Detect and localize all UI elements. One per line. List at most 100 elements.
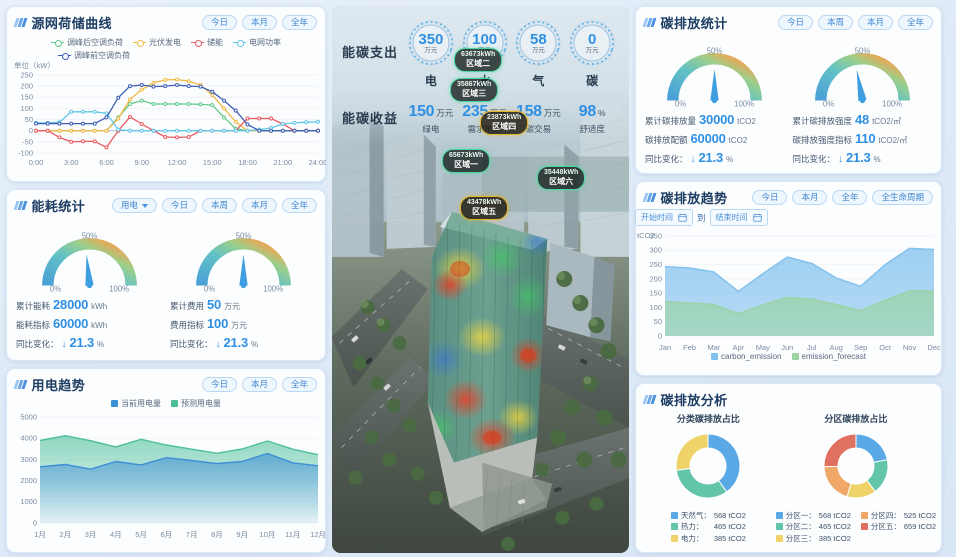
legend-swatch (171, 400, 178, 407)
carbon-by-category-donut[interactable] (660, 426, 756, 510)
range-button-week[interactable]: 本周 (817, 14, 853, 31)
svg-text:0:00: 0:00 (29, 158, 44, 167)
range-button-month[interactable]: 本月 (792, 189, 828, 206)
panel-title: 能耗统计 (31, 199, 86, 214)
donut-by-zone: 分区碳排放占比 分区一： 568 tCO2 分区二： 465 tCO2 分区三： 385 … (775, 411, 936, 544)
stat-label: 同比变化： (16, 338, 59, 349)
legend-item[interactable]: 分区五： 659 tCO2 (860, 521, 936, 532)
donut-slice[interactable] (855, 433, 888, 464)
legend-item[interactable]: 分区四： 525 tCO2 (860, 510, 936, 521)
legend-label: emission_forecast (801, 352, 866, 361)
range-button-month[interactable]: 本月 (241, 376, 277, 393)
legend-item[interactable]: 储能 (191, 37, 223, 48)
range-button-month[interactable]: 本月 (857, 14, 893, 31)
gauge-stat-row: 同比变化： ↓ 21.3% (645, 149, 785, 168)
region-tag[interactable]: 63673kWh 区域二 (454, 48, 503, 73)
metric-item: 0 万元碳 (565, 18, 619, 89)
metric-unit: 万元 (543, 108, 561, 118)
panel-title: 用电趋势 (31, 378, 86, 393)
range-button-year[interactable]: 全年 (897, 14, 933, 31)
range-button-today[interactable]: 今日 (201, 14, 237, 31)
end-date-placeholder: 结束时间 (715, 213, 748, 222)
region-tag[interactable]: 65673kWh 区域一 (442, 149, 491, 174)
range-button-month[interactable]: 本月 (241, 14, 277, 31)
legend-item[interactable]: 天然气： 568 tCO2 (670, 510, 746, 521)
start-date-input[interactable]: 开始时间 (635, 209, 693, 226)
range-button-today[interactable]: 今日 (201, 376, 237, 393)
range-button-month[interactable]: 本月 (241, 197, 277, 214)
region-tag[interactable]: 35867kWh 区域三 (450, 78, 499, 103)
legend-value: 568 tCO2 (713, 511, 746, 520)
legend-swatch (791, 353, 799, 360)
stat-label: 累计费用 (170, 301, 205, 311)
building-3d-view[interactable]: 能碳支出 350万元电100万元水58万元气0万元碳 能碳收益 150万元绿电2… (332, 6, 629, 553)
gauge-dial: 0% 100% 50% (667, 47, 763, 109)
region-tag[interactable]: 43478kWh 区域五 (460, 196, 509, 221)
legend-item[interactable]: 当前用电量 (111, 398, 161, 409)
end-date-input[interactable]: 结束时间 (709, 209, 768, 226)
metric-ring: 58 万元 (513, 18, 563, 68)
legend-item[interactable]: 分区三： 385 tCO2 (775, 533, 851, 544)
metric-item: 58 万元气 (512, 18, 566, 89)
svg-text:12月: 12月 (310, 530, 326, 539)
ring-icon (515, 20, 561, 66)
stat-value: 50 (207, 297, 222, 312)
svg-text:100%: 100% (734, 100, 754, 109)
donut-slice[interactable] (823, 433, 857, 468)
legend-item[interactable]: 调峰前空调负荷 (58, 50, 130, 61)
region-tag[interactable]: 23873kWh 区域四 (480, 111, 529, 136)
legend-item[interactable]: emission_forecast (791, 352, 866, 361)
donut-slice[interactable] (707, 433, 741, 493)
legend-item[interactable]: 预测用电量 (171, 398, 221, 409)
chart-legend: carbon_emission emission_forecast (635, 352, 942, 361)
svg-text:6:00: 6:00 (99, 158, 114, 167)
region-tag[interactable]: 35448kWh 区域六 (537, 166, 586, 191)
legend-item[interactable]: 调峰后空调负荷 (51, 37, 123, 48)
svg-text:-50: -50 (22, 137, 33, 146)
svg-text:5月: 5月 (135, 530, 147, 539)
stat-label: 累计能耗 (16, 301, 51, 311)
legend-item[interactable]: 热力： 465 tCO2 (670, 521, 746, 532)
svg-text:12:00: 12:00 (168, 158, 187, 167)
svg-text:50%: 50% (707, 47, 723, 56)
donut-slice[interactable] (823, 465, 852, 498)
legend-label: 调峰后空调负荷 (67, 38, 123, 47)
legend-item[interactable]: 分区二： 465 tCO2 (775, 521, 851, 532)
range-button-week[interactable]: 本周 (201, 197, 237, 214)
legend-value: 465 tCO2 (818, 522, 851, 532)
svg-text:0: 0 (33, 518, 37, 527)
legend-item[interactable]: 光伏发电 (133, 37, 181, 48)
legend-item[interactable]: 分区一： 568 tCO2 (775, 510, 851, 521)
energy-type-dropdown[interactable]: 用电 (111, 197, 157, 214)
range-button-today[interactable]: 今日 (161, 197, 197, 214)
range-button-lifecycle[interactable]: 全生命周期 (872, 189, 933, 206)
legend-value: 568 tCO2 (818, 511, 851, 520)
range-button-year[interactable]: 全年 (832, 189, 868, 206)
svg-text:200: 200 (649, 274, 662, 283)
gauge-stats: 累计能耗 28000 kWh 能耗指标 60000 kWh 同比变化： ↓ 21.3% (12, 296, 166, 353)
panel-title: 碳排放统计 (660, 16, 728, 31)
donut-slice[interactable] (676, 467, 728, 499)
range-button-year[interactable]: 全年 (281, 14, 317, 31)
range-button-today[interactable]: 今日 (777, 14, 813, 31)
donut-slice[interactable] (675, 433, 709, 471)
gauge-stats: 累计费用 50 万元 费用指标 100 万元 同比变化： ↓ 21.3% (166, 296, 320, 353)
svg-text:tCO2: tCO2 (637, 231, 655, 240)
region-value: 35867kWh (457, 81, 492, 88)
metric-value-wrap: 350 万元 (406, 18, 456, 68)
svg-text:100%: 100% (109, 285, 129, 294)
stat-value: 21.3 (69, 334, 95, 350)
range-button-year[interactable]: 全年 (281, 376, 317, 393)
range-button-year[interactable]: 全年 (281, 197, 317, 214)
legend-value: 525 tCO2 (903, 511, 936, 520)
legend-item[interactable]: 电力： 385 tCO2 (670, 533, 746, 544)
carbon-by-zone-donut[interactable] (808, 426, 904, 510)
legend-item[interactable]: carbon_emission (711, 352, 782, 361)
legend-marker (58, 52, 71, 60)
range-button-today[interactable]: 今日 (752, 189, 788, 206)
stat-unit: tCO2 (728, 135, 748, 145)
svg-text:0: 0 (29, 126, 33, 135)
legend-item[interactable]: 电网功率 (233, 37, 281, 48)
stat-value: 30000 (699, 112, 735, 127)
stat-unit: kWh (91, 320, 108, 330)
